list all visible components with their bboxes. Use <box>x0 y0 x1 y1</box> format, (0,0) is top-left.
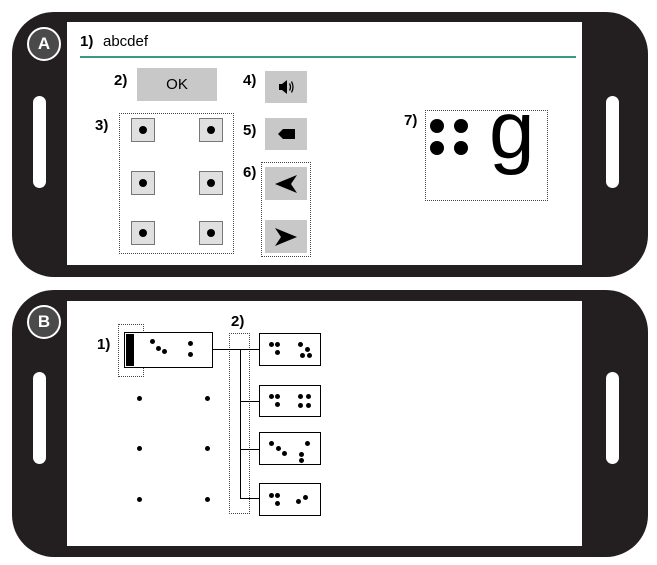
text-field-value[interactable]: abcdef <box>103 33 149 50</box>
label-text-field: 1) <box>80 33 94 50</box>
suggestion-dot <box>303 495 308 500</box>
text-cursor <box>126 334 134 366</box>
connector-trunk <box>240 349 241 498</box>
panel-b-label: B <box>27 305 61 339</box>
field-dot <box>137 396 142 401</box>
label-nav-buttons: 6) <box>243 164 257 181</box>
suggestion-cell-1[interactable] <box>259 333 321 366</box>
braille-key-4[interactable] <box>199 118 223 142</box>
label-preview: 7) <box>404 112 418 129</box>
input-dot <box>188 352 193 357</box>
suggestion-dot <box>275 342 280 347</box>
phone-a-left-button <box>33 96 46 188</box>
suggestion-dot <box>282 451 287 456</box>
ok-button-label: OK <box>166 76 188 93</box>
connector <box>240 401 259 402</box>
connector <box>240 449 259 450</box>
field-dot <box>205 497 210 502</box>
preview-dot-2 <box>430 141 444 155</box>
suggestion-dot <box>307 353 312 358</box>
suggestion-dot <box>276 446 281 451</box>
speaker-button[interactable] <box>265 71 307 103</box>
suggestion-dot <box>269 342 274 347</box>
panel-a-label: A <box>27 27 61 61</box>
label-ok-button: 2) <box>114 72 128 89</box>
suggestion-dot <box>306 403 311 408</box>
preview-dot-1 <box>430 119 444 133</box>
nav-buttons-group <box>261 162 311 257</box>
braille-key-3[interactable] <box>131 221 155 245</box>
suggestion-dot <box>275 501 280 506</box>
suggestion-dot <box>275 402 280 407</box>
suggestion-dot <box>269 394 274 399</box>
preview-letter: g <box>489 85 535 176</box>
suggestions-group <box>229 333 250 514</box>
input-dot <box>150 339 155 344</box>
suggestion-dot <box>269 493 274 498</box>
preview-dot-5 <box>454 141 468 155</box>
braille-key-6[interactable] <box>199 221 223 245</box>
field-dot <box>137 497 142 502</box>
field-dot <box>137 446 142 451</box>
braille-keys-group <box>119 113 234 254</box>
preview-dot-4 <box>454 119 468 133</box>
suggestion-dot <box>298 403 303 408</box>
suggestion-dot <box>275 493 280 498</box>
suggestion-cell-2[interactable] <box>259 385 321 417</box>
input-dot <box>162 349 167 354</box>
backspace-icon <box>278 129 295 139</box>
input-dot <box>156 346 161 351</box>
braille-key-2[interactable] <box>131 171 155 195</box>
phone-b-left-button <box>33 372 46 464</box>
suggestion-dot <box>299 452 304 457</box>
input-dot <box>188 341 193 346</box>
field-dot <box>205 396 210 401</box>
label-backspace-button: 5) <box>243 122 257 139</box>
next-button[interactable] <box>265 220 307 253</box>
label-braille-keys: 3) <box>95 117 109 134</box>
previous-button[interactable] <box>265 167 307 200</box>
text-field-underline <box>80 56 576 58</box>
field-dot <box>205 446 210 451</box>
label-input-cell: 1) <box>97 336 111 353</box>
label-speaker-button: 4) <box>243 72 257 89</box>
suggestion-cell-4[interactable] <box>259 483 321 516</box>
suggestion-dot <box>305 347 310 352</box>
suggestion-dot <box>275 350 280 355</box>
phone-b-right-button <box>606 372 619 464</box>
suggestion-dot <box>298 394 303 399</box>
suggestion-dot <box>300 353 305 358</box>
suggestion-dot <box>296 499 301 504</box>
ok-button[interactable]: OK <box>137 68 217 101</box>
arrow-left-icon <box>275 175 297 193</box>
backspace-button[interactable] <box>265 118 307 150</box>
speaker-icon <box>279 80 294 94</box>
suggestion-dot <box>306 394 311 399</box>
suggestion-cell-3[interactable] <box>259 432 321 465</box>
connector <box>213 349 259 350</box>
connector <box>240 498 259 499</box>
suggestion-dot <box>275 394 280 399</box>
phone-a-right-button <box>606 96 619 188</box>
suggestion-dot <box>305 441 310 446</box>
arrow-right-icon <box>275 228 297 246</box>
suggestion-dot <box>269 441 274 446</box>
label-suggestions: 2) <box>231 313 245 330</box>
braille-key-5[interactable] <box>199 171 223 195</box>
preview-box <box>425 110 548 201</box>
suggestion-dot <box>299 458 304 463</box>
braille-key-1[interactable] <box>131 118 155 142</box>
input-cell[interactable] <box>124 332 213 368</box>
suggestion-dot <box>298 342 303 347</box>
